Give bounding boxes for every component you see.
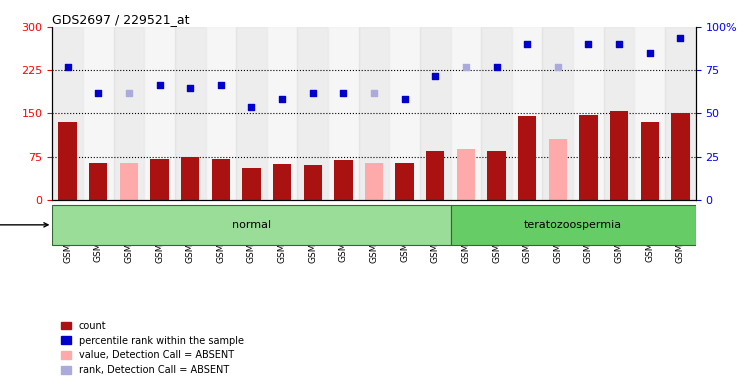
Bar	[242, 168, 260, 200]
Text: GDS2697 / 229521_at: GDS2697 / 229521_at	[52, 13, 190, 26]
Bar	[175, 27, 206, 200]
Bar	[52, 27, 83, 200]
Point	[123, 90, 135, 96]
Bar	[481, 27, 512, 200]
Point	[491, 64, 503, 70]
Bar	[518, 116, 536, 200]
Bar	[298, 27, 328, 200]
Point	[429, 73, 441, 79]
Point	[644, 50, 656, 56]
Point	[245, 104, 257, 110]
Point	[583, 41, 595, 47]
Point	[276, 96, 288, 102]
Bar	[610, 111, 628, 200]
Bar	[120, 162, 138, 200]
Point	[552, 64, 564, 70]
Point	[184, 84, 196, 91]
Point	[521, 41, 533, 47]
FancyBboxPatch shape	[52, 205, 450, 245]
Bar	[58, 122, 77, 200]
Point	[92, 90, 104, 96]
Bar	[267, 27, 298, 200]
Bar	[181, 157, 200, 200]
Bar	[542, 27, 573, 200]
Bar	[420, 27, 450, 200]
Point	[460, 64, 472, 70]
Point	[399, 96, 411, 102]
Bar	[273, 164, 291, 200]
Text: normal: normal	[232, 220, 271, 230]
Bar	[236, 27, 267, 200]
Point	[368, 90, 380, 96]
Bar	[450, 27, 481, 200]
Text: teratozoospermia: teratozoospermia	[524, 220, 622, 230]
Bar	[665, 27, 696, 200]
Point	[61, 64, 73, 70]
Point	[613, 41, 625, 47]
Bar	[634, 27, 665, 200]
Bar	[671, 114, 690, 200]
Bar	[457, 149, 475, 200]
Point	[307, 90, 319, 96]
Text: disease state: disease state	[0, 220, 48, 230]
Bar	[304, 166, 322, 200]
Bar	[206, 27, 236, 200]
Bar	[640, 122, 659, 200]
FancyBboxPatch shape	[450, 205, 696, 245]
Bar	[512, 27, 542, 200]
Bar	[114, 27, 144, 200]
Bar	[573, 27, 604, 200]
Bar	[83, 27, 114, 200]
Bar	[548, 139, 567, 200]
Bar	[334, 160, 352, 200]
Point	[337, 90, 349, 96]
Bar	[396, 162, 414, 200]
Legend: count, percentile rank within the sample, value, Detection Call = ABSENT, rank, : count, percentile rank within the sample…	[57, 317, 248, 379]
Bar	[426, 151, 444, 200]
Point	[675, 35, 687, 41]
Bar	[359, 27, 389, 200]
Bar	[579, 115, 598, 200]
Bar	[144, 27, 175, 200]
Bar	[604, 27, 634, 200]
Point	[153, 81, 165, 88]
Bar	[365, 162, 383, 200]
Bar	[150, 159, 169, 200]
Bar	[389, 27, 420, 200]
Bar	[212, 159, 230, 200]
Bar	[328, 27, 359, 200]
Bar	[89, 162, 108, 200]
Bar	[488, 151, 506, 200]
Point	[215, 81, 227, 88]
